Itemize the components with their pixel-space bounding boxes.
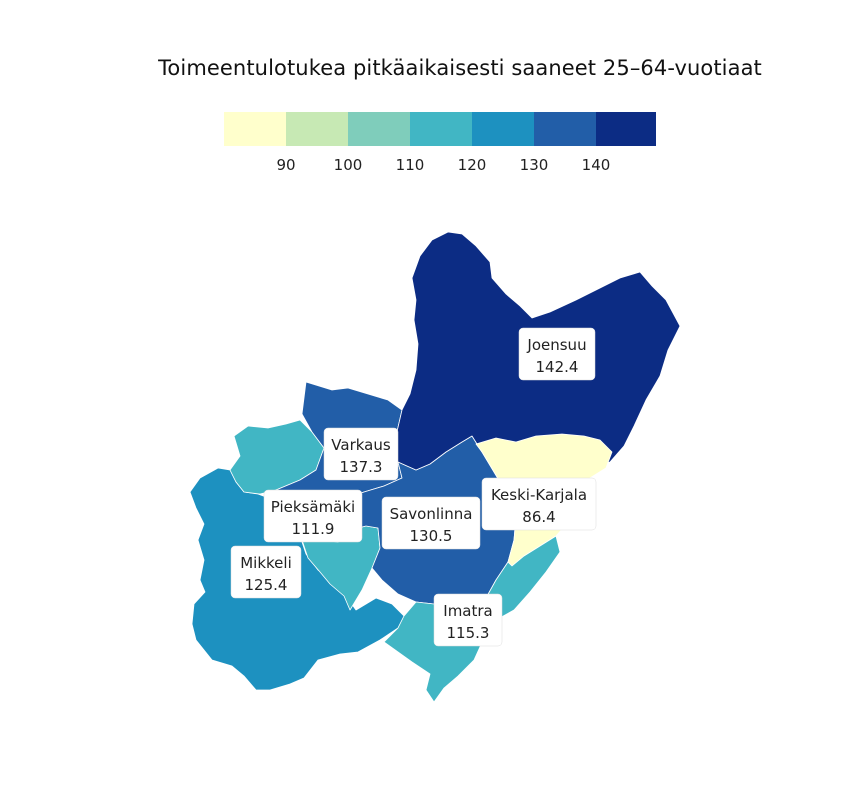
label-joensuu-name: Joensuu	[526, 336, 586, 354]
legend-tick-140: 140	[582, 156, 611, 174]
legend: 90 100 110 120 130 140	[224, 112, 656, 174]
label-pieksamaki: Pieksämäki 111.9	[263, 489, 363, 543]
legend-bin-7	[596, 112, 656, 146]
legend-bin-3	[348, 112, 410, 146]
label-varkaus-name: Varkaus	[331, 436, 391, 454]
legend-bin-6	[534, 112, 596, 146]
map-title: Toimeentulotukea pitkäaikaisesti saaneet…	[158, 56, 762, 80]
label-joensuu: Joensuu 142.4	[518, 327, 596, 381]
legend-bin-4	[410, 112, 472, 146]
legend-tick-90: 90	[276, 156, 295, 174]
region-labels: Joensuu 142.4 Varkaus 137.3 Savonlinna 1…	[230, 327, 597, 647]
legend-tick-110: 110	[396, 156, 425, 174]
legend-bin-1	[224, 112, 286, 146]
label-varkaus-value: 137.3	[340, 458, 383, 476]
label-pieksamaki-name: Pieksämäki	[271, 498, 355, 516]
label-savonlinna: Savonlinna 130.5	[381, 496, 481, 550]
label-pieksamaki-value: 111.9	[292, 520, 335, 538]
legend-bin-2	[286, 112, 348, 146]
legend-tick-100: 100	[334, 156, 363, 174]
label-imatra: Imatra 115.3	[433, 593, 503, 647]
label-keski-karjala-value: 86.4	[522, 508, 555, 526]
label-savonlinna-name: Savonlinna	[390, 505, 473, 523]
label-imatra-name: Imatra	[443, 602, 492, 620]
label-joensuu-value: 142.4	[536, 358, 579, 376]
label-mikkeli: Mikkeli 125.4	[230, 545, 302, 599]
label-mikkeli-value: 125.4	[245, 576, 288, 594]
label-keski-karjala: Keski-Karjala 86.4	[481, 477, 597, 531]
label-savonlinna-value: 130.5	[410, 527, 453, 545]
legend-tick-130: 130	[520, 156, 549, 174]
label-keski-karjala-name: Keski-Karjala	[491, 486, 587, 504]
legend-tick-120: 120	[458, 156, 487, 174]
label-mikkeli-name: Mikkeli	[240, 554, 292, 572]
legend-bin-5	[472, 112, 534, 146]
label-varkaus: Varkaus 137.3	[323, 427, 399, 481]
label-imatra-value: 115.3	[447, 624, 490, 642]
